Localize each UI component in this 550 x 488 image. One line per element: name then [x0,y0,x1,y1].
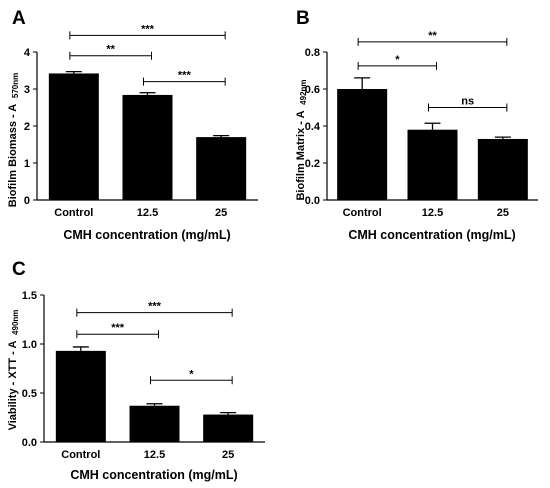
panel-a-x-axis-label: CMH concentration (mg/mL) [63,228,230,242]
panel-a-y-axis-label-main: Biofilm Biomass - A [7,104,19,208]
panel-b-x-tick-label: 12.5 [422,207,443,219]
panel-c-y-tick-label: 1.0 [22,339,37,351]
panel-c-x-tick-label: 12.5 [144,449,165,461]
panel-b-y-axis-label-sub: 492nm [299,79,308,104]
panel-b-significance-label: ns [461,96,474,108]
panel-c-y-tick-label: 1.5 [22,290,37,302]
panel-b-bar [407,129,458,200]
panel-b-y-axis-label-main: Biofilm Matrix - A [295,110,307,200]
panel-b: B CMH concentration (mg/mL) Biofilm Matr… [295,8,538,242]
panel-c-x-tick-label: 25 [222,449,234,461]
panel-a-bar [196,137,247,200]
panel-c-bar [55,350,106,442]
panel-a-letter: A [12,8,26,29]
panel-b-x-tick-label: 25 [497,207,509,219]
panel-b-bar [477,138,528,200]
panel-c-letter: C [12,259,26,280]
panel-a-y-axis-label: Biofilm Biomass - A 570nm [7,73,20,208]
panel-c-significance-label: * [189,368,194,380]
panel-c-y-axis-label-sub: 490nm [11,310,20,335]
panel-a-y-tick-label: 3 [24,84,30,96]
panel-b-significance-label: ** [428,30,437,42]
panel-a-y-axis-label-sub: 570nm [11,73,20,98]
panel-b-y-axis-label: Biofilm Matrix - A 492nm [295,79,308,200]
panel-c-bar [203,414,254,442]
panel-a-y-tick-label: 0 [24,195,30,207]
panel-c-y-axis-label: Viability - XTT - A 490nm [7,310,20,431]
panel-b-x-tick-label: Control [343,207,382,219]
panel-a-bar [48,73,99,200]
panel-c-significance-label: *** [148,301,162,313]
panel-c-bar [129,405,180,442]
panel-b-y-tick-label: 0.4 [305,121,321,133]
panel-b-y-tick-label: 0.6 [305,84,320,96]
panel-b-letter: B [296,8,310,29]
panel-c: C CMH concentration (mg/mL) Viability - … [7,259,265,482]
panel-a-significance-label: ** [106,44,115,56]
panel-a-y-tick-label: 4 [24,47,31,59]
panel-c-y-tick-label: 0.5 [22,388,37,400]
panel-c-y-tick-label: 0.0 [22,437,37,449]
panel-b-y-tick-label: 0.8 [305,47,320,59]
panel-a-significance-label: *** [141,23,155,35]
panel-a-x-tick-label: Control [54,207,93,219]
panel-c-x-tick-label: Control [61,449,100,461]
panel-b-y-tick-label: 0.0 [305,195,320,207]
panel-b-significance-label: * [395,54,400,66]
panel-b-y-tick-label: 0.2 [305,158,320,170]
panel-a-significance-label: *** [178,70,192,82]
panel-b-bar [337,89,388,200]
panel-a-x-tick-label: 25 [215,207,227,219]
panel-b-x-axis-label: CMH concentration (mg/mL) [348,228,515,242]
panel-a-y-tick-label: 2 [24,121,30,133]
panel-a-y-tick-label: 1 [24,158,30,170]
panel-c-significance-label: *** [111,322,125,334]
panel-c-y-axis-label-main: Viability - XTT - A [7,341,19,431]
panel-a-x-tick-label: 12.5 [137,207,158,219]
panel-a: A CMH concentration (mg/mL) Biofilm Biom… [7,8,258,242]
panel-c-x-axis-label: CMH concentration (mg/mL) [70,468,237,482]
panel-a-bar [122,94,173,200]
